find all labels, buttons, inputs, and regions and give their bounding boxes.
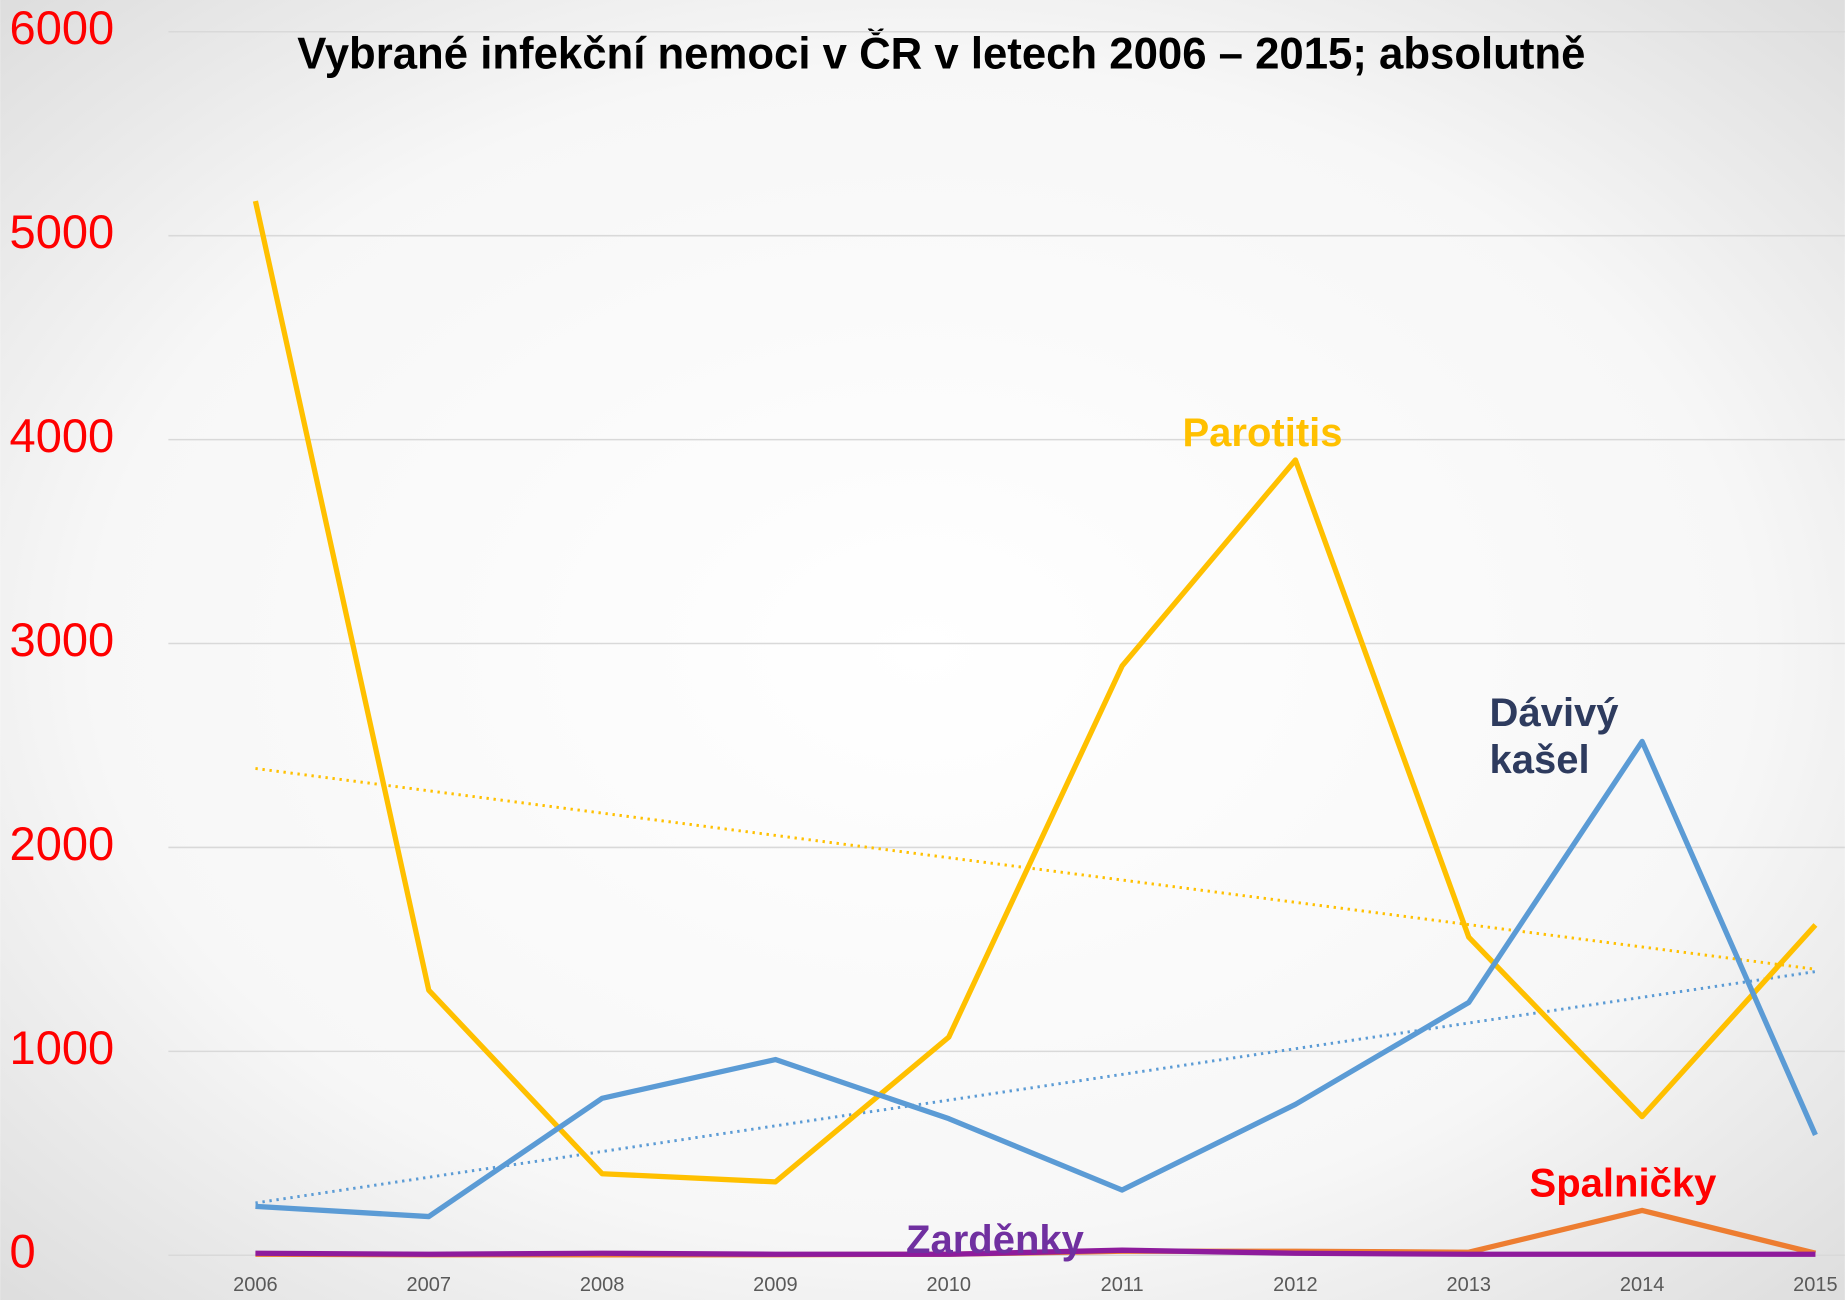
x-tick-label: 2014: [1620, 1274, 1665, 1296]
y-tick-label: 1000: [10, 1021, 115, 1074]
chart-title: Vybrané infekční nemoci v ČR v letech 20…: [297, 27, 1585, 78]
y-tick-label: 0: [10, 1225, 36, 1278]
series-label-box: Dávivý kašel: [1489, 690, 1619, 783]
x-tick-label: 2008: [580, 1274, 625, 1296]
trendline: [255, 767, 1816, 971]
series-label: Zarděnky: [906, 1217, 1084, 1263]
trendline: [255, 970, 1816, 1205]
series-label-box: Zarděnky: [906, 1217, 1084, 1263]
series-line: [252, 200, 1818, 1185]
x-tick-label: 2011: [1101, 1274, 1144, 1296]
series-label: Spalničky: [1529, 1161, 1717, 1206]
y-tick-label: 4000: [10, 409, 115, 462]
series-line: [255, 1247, 1816, 1257]
series-line: [255, 738, 1818, 1220]
series-label: Dávivý kašel: [1489, 690, 1619, 783]
x-tick-label: 2010: [927, 1274, 972, 1296]
x-tick-label: 2007: [407, 1274, 452, 1296]
x-tick-label: 2009: [753, 1274, 798, 1296]
series-label: Parotitis: [1182, 410, 1343, 456]
y-tick-label: 3000: [10, 613, 115, 666]
x-tick-label: 2013: [1447, 1274, 1492, 1296]
series-label-box: Spalničky: [1529, 1161, 1717, 1206]
y-tick-label: 6000: [10, 1, 115, 54]
y-tick-label: 5000: [10, 205, 115, 258]
x-tick-label: 2012: [1273, 1274, 1318, 1296]
series-label-box: Parotitis: [1182, 410, 1343, 456]
y-tick-label: 2000: [10, 817, 115, 870]
x-tick-label: 2015: [1793, 1274, 1838, 1296]
x-tick-label: 2006: [233, 1274, 278, 1296]
